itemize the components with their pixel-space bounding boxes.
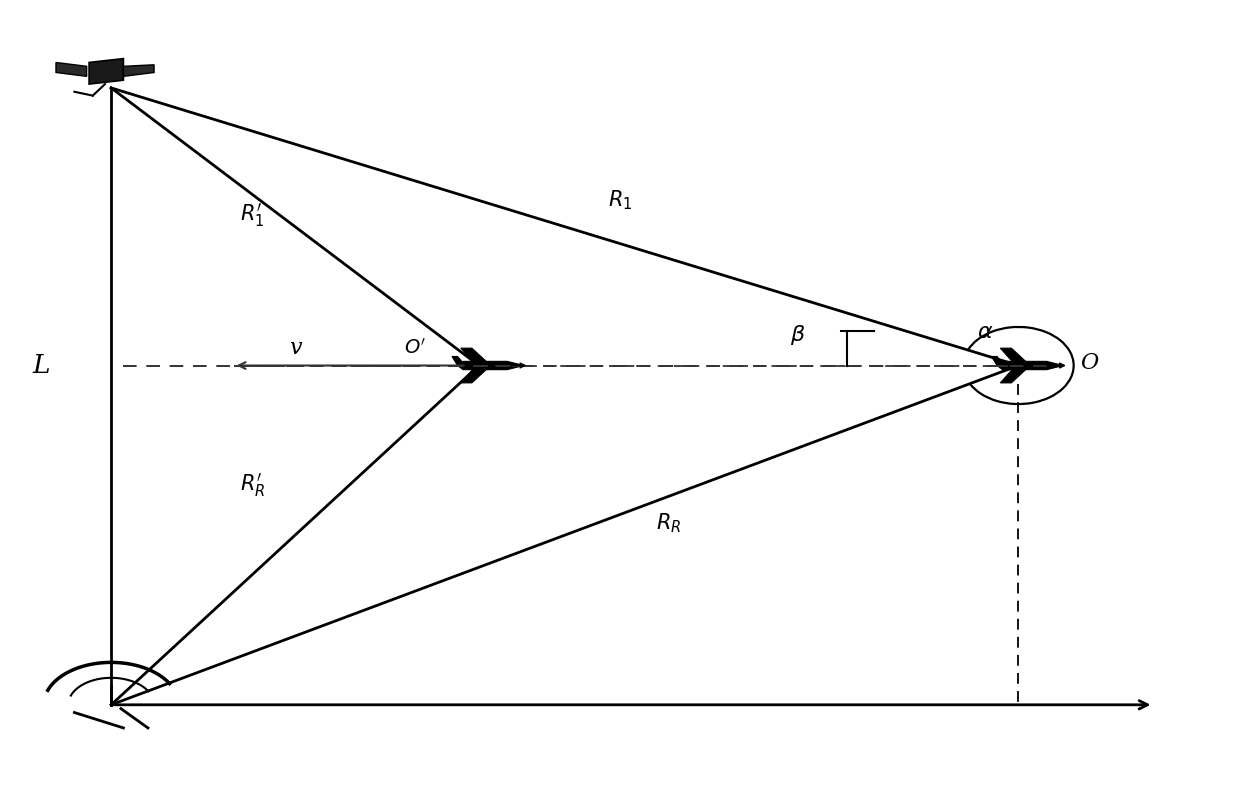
Polygon shape (56, 63, 87, 76)
Polygon shape (992, 356, 1004, 366)
Text: v: v (289, 337, 301, 359)
Polygon shape (997, 361, 1063, 370)
Text: L: L (32, 353, 50, 378)
Text: $\alpha$: $\alpha$ (977, 321, 993, 343)
Text: $R_1^{\prime}$: $R_1^{\prime}$ (241, 201, 264, 229)
Text: O: O (1080, 352, 1099, 374)
Polygon shape (89, 59, 124, 84)
Text: $O^{\prime}$: $O^{\prime}$ (404, 338, 427, 358)
Polygon shape (453, 356, 465, 366)
Text: $R_R$: $R_R$ (656, 512, 682, 535)
Polygon shape (461, 349, 491, 383)
Text: $R_1$: $R_1$ (608, 188, 632, 211)
Text: $R_R^{\prime}$: $R_R^{\prime}$ (239, 471, 265, 499)
Polygon shape (1001, 349, 1030, 383)
Text: $\beta$: $\beta$ (790, 323, 806, 347)
Polygon shape (458, 361, 523, 370)
Polygon shape (124, 65, 154, 76)
